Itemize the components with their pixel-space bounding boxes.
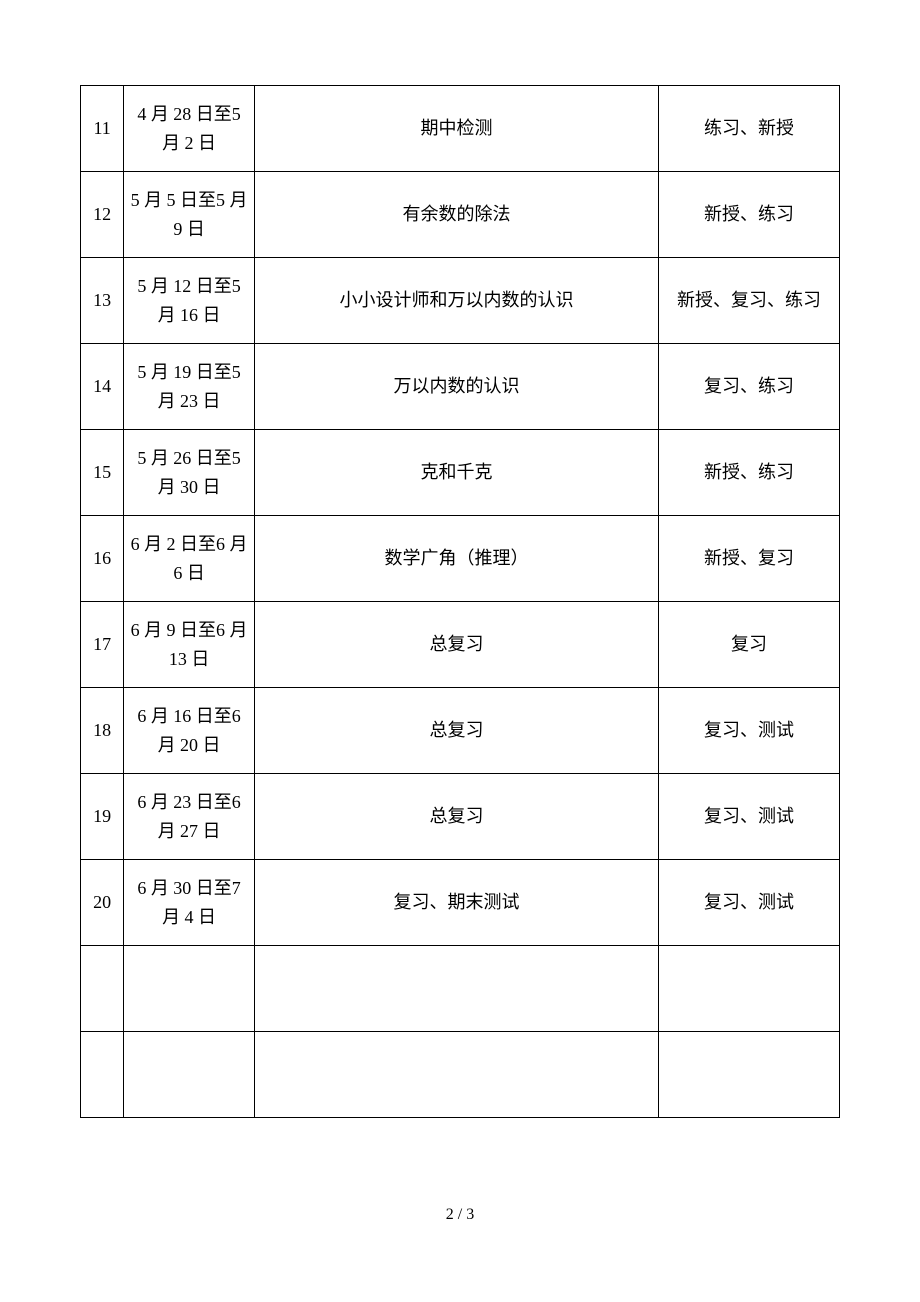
- table-row: 17 6 月 9 日至6 月 13 日 总复习 复习: [81, 602, 840, 688]
- cell-date: [124, 946, 255, 1032]
- table-row: 12 5 月 5 日至5 月 9 日 有余数的除法 新授、练习: [81, 172, 840, 258]
- cell-num: 16: [81, 516, 124, 602]
- table-row: 14 5 月 19 日至5 月 23 日 万以内数的认识 复习、练习: [81, 344, 840, 430]
- cell-num: 19: [81, 774, 124, 860]
- cell-content: 期中检测: [254, 86, 658, 172]
- cell-content: 有余数的除法: [254, 172, 658, 258]
- cell-num: 14: [81, 344, 124, 430]
- cell-type: 新授、复习: [659, 516, 840, 602]
- cell-date: [124, 1032, 255, 1118]
- cell-type: 复习、测试: [659, 774, 840, 860]
- cell-date: 6 月 16 日至6 月 20 日: [124, 688, 255, 774]
- cell-date: 5 月 12 日至5 月 16 日: [124, 258, 255, 344]
- cell-type: 新授、练习: [659, 430, 840, 516]
- cell-type: 复习: [659, 602, 840, 688]
- cell-date: 5 月 19 日至5 月 23 日: [124, 344, 255, 430]
- page-footer: 2 / 3: [0, 1206, 920, 1224]
- cell-date: 4 月 28 日至5 月 2 日: [124, 86, 255, 172]
- cell-num: 17: [81, 602, 124, 688]
- cell-date: 5 月 5 日至5 月 9 日: [124, 172, 255, 258]
- cell-type: [659, 946, 840, 1032]
- cell-type: 复习、练习: [659, 344, 840, 430]
- cell-num: [81, 1032, 124, 1118]
- table-row: [81, 1032, 840, 1118]
- cell-content: [254, 946, 658, 1032]
- cell-type: 复习、测试: [659, 688, 840, 774]
- cell-num: 11: [81, 86, 124, 172]
- cell-num: 15: [81, 430, 124, 516]
- cell-date: 5 月 26 日至5 月 30 日: [124, 430, 255, 516]
- cell-num: 18: [81, 688, 124, 774]
- cell-num: [81, 946, 124, 1032]
- schedule-table: 11 4 月 28 日至5 月 2 日 期中检测 练习、新授 12 5 月 5 …: [80, 85, 840, 1118]
- cell-date: 6 月 2 日至6 月 6 日: [124, 516, 255, 602]
- cell-type: 复习、测试: [659, 860, 840, 946]
- cell-content: 小小设计师和万以内数的认识: [254, 258, 658, 344]
- table-row: 13 5 月 12 日至5 月 16 日 小小设计师和万以内数的认识 新授、复习…: [81, 258, 840, 344]
- page-container: 11 4 月 28 日至5 月 2 日 期中检测 练习、新授 12 5 月 5 …: [0, 0, 920, 1118]
- cell-content: 复习、期末测试: [254, 860, 658, 946]
- page-indicator: 2 / 3: [446, 1206, 474, 1223]
- cell-content: [254, 1032, 658, 1118]
- table-body: 11 4 月 28 日至5 月 2 日 期中检测 练习、新授 12 5 月 5 …: [81, 86, 840, 1118]
- table-row: 11 4 月 28 日至5 月 2 日 期中检测 练习、新授: [81, 86, 840, 172]
- cell-type: 新授、练习: [659, 172, 840, 258]
- cell-date: 6 月 9 日至6 月 13 日: [124, 602, 255, 688]
- cell-content: 克和千克: [254, 430, 658, 516]
- cell-type: [659, 1032, 840, 1118]
- cell-content: 万以内数的认识: [254, 344, 658, 430]
- cell-date: 6 月 23 日至6 月 27 日: [124, 774, 255, 860]
- cell-content: 总复习: [254, 602, 658, 688]
- table-row: 19 6 月 23 日至6 月 27 日 总复习 复习、测试: [81, 774, 840, 860]
- table-row: 18 6 月 16 日至6 月 20 日 总复习 复习、测试: [81, 688, 840, 774]
- cell-content: 总复习: [254, 774, 658, 860]
- cell-date: 6 月 30 日至7 月 4 日: [124, 860, 255, 946]
- cell-num: 12: [81, 172, 124, 258]
- table-row: 20 6 月 30 日至7 月 4 日 复习、期末测试 复习、测试: [81, 860, 840, 946]
- table-row: 15 5 月 26 日至5 月 30 日 克和千克 新授、练习: [81, 430, 840, 516]
- cell-content: 数学广角（推理）: [254, 516, 658, 602]
- table-row: 16 6 月 2 日至6 月 6 日 数学广角（推理） 新授、复习: [81, 516, 840, 602]
- cell-num: 20: [81, 860, 124, 946]
- table-row: [81, 946, 840, 1032]
- cell-type: 练习、新授: [659, 86, 840, 172]
- cell-content: 总复习: [254, 688, 658, 774]
- cell-num: 13: [81, 258, 124, 344]
- cell-type: 新授、复习、练习: [659, 258, 840, 344]
